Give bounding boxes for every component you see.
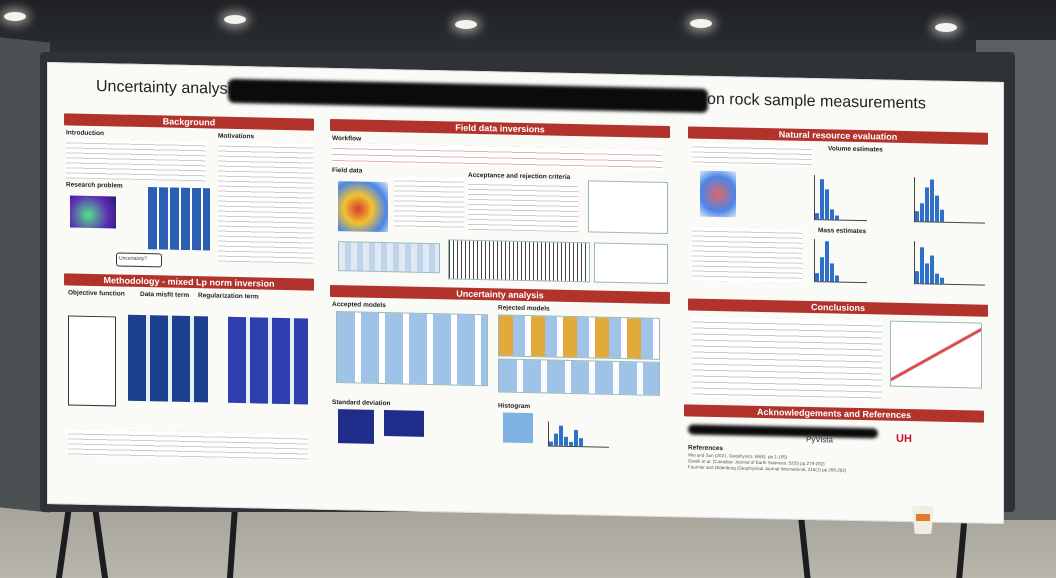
uncertainty-question: Uncertainty?	[119, 255, 148, 263]
subhead-histogram: Histogram	[498, 402, 531, 411]
volume-histogram	[814, 175, 867, 222]
scatter-plot	[588, 180, 668, 235]
ceiling-light	[935, 23, 957, 32]
mass-histogram	[814, 239, 867, 284]
section-header-methodology: Methodology - mixed Lp norm inversion	[64, 273, 314, 291]
ceiling	[0, 0, 1056, 60]
ceiling-light	[224, 15, 246, 24]
subhead-research-problem: Research problem	[66, 181, 123, 190]
std-map	[384, 410, 424, 437]
poster: Uncertainty analysis of 3D conditioned o…	[47, 62, 1004, 525]
subhead-objective: Objective function	[68, 289, 125, 298]
resource-map	[700, 170, 736, 218]
trace-plot	[448, 239, 590, 283]
subhead-rejected: Rejected models	[498, 304, 550, 313]
subhead-introduction: Introduction	[66, 129, 104, 138]
workflow-steps	[332, 142, 662, 170]
pyvista-logo: PyVista	[806, 434, 833, 445]
method-notes	[68, 315, 116, 407]
ceiling-light	[455, 20, 477, 29]
ceiling-light	[4, 12, 26, 21]
mass-histogram-2	[914, 241, 985, 286]
research-image	[70, 195, 116, 229]
redaction	[228, 78, 708, 113]
subhead-volume: Volume estimates	[828, 145, 883, 154]
rejected-models-grid	[498, 314, 660, 360]
ceiling-light	[690, 19, 712, 28]
histogram-map	[503, 412, 533, 444]
natural-text	[692, 142, 812, 168]
section-header-acknowledgements: Acknowledgements and References	[684, 404, 984, 423]
uncertainty-box: Uncertainty?	[116, 252, 162, 268]
uh-logo: UH	[896, 432, 912, 446]
subhead-references: References	[688, 444, 724, 453]
subhead-motivations: Motivations	[218, 132, 255, 141]
volume-histogram-2	[914, 177, 985, 224]
accepted-models-grid	[336, 311, 488, 387]
conclusions-plot	[890, 320, 982, 389]
conclusions-text	[692, 316, 882, 401]
mixed-norm-models	[128, 314, 208, 403]
histogram-plot	[594, 242, 668, 285]
section-header-natural: Natural resource evaluation	[688, 126, 988, 145]
model-grid	[148, 187, 210, 251]
paper-cup	[912, 506, 934, 534]
resource-notes	[692, 226, 802, 283]
intro-text	[66, 138, 206, 182]
rejected-models-grid-2	[498, 358, 660, 396]
motivations-text	[218, 141, 313, 264]
subhead-workflow: Workflow	[332, 134, 362, 143]
field-map	[338, 181, 388, 233]
criteria-text	[468, 179, 578, 233]
subhead-field-data: Field data	[332, 166, 363, 175]
method-caption	[68, 429, 308, 461]
profile-plot	[338, 241, 440, 274]
subhead-data-misfit: Data misfit term	[140, 290, 190, 299]
section-header-background: Background	[64, 113, 314, 131]
uncertainty-histogram	[548, 421, 609, 448]
subhead-mass: Mass estimates	[818, 227, 867, 236]
redaction	[688, 424, 878, 439]
mixed-norm-models	[228, 316, 308, 405]
subhead-std: Standard deviation	[332, 398, 391, 408]
subhead-regularization: Regularization term	[198, 292, 259, 301]
field-text	[394, 176, 464, 230]
section-header-conclusions: Conclusions	[688, 298, 988, 317]
std-map	[338, 409, 374, 444]
section-header-field: Field data inversions	[330, 118, 670, 139]
subhead-accepted: Accepted models	[332, 300, 386, 310]
